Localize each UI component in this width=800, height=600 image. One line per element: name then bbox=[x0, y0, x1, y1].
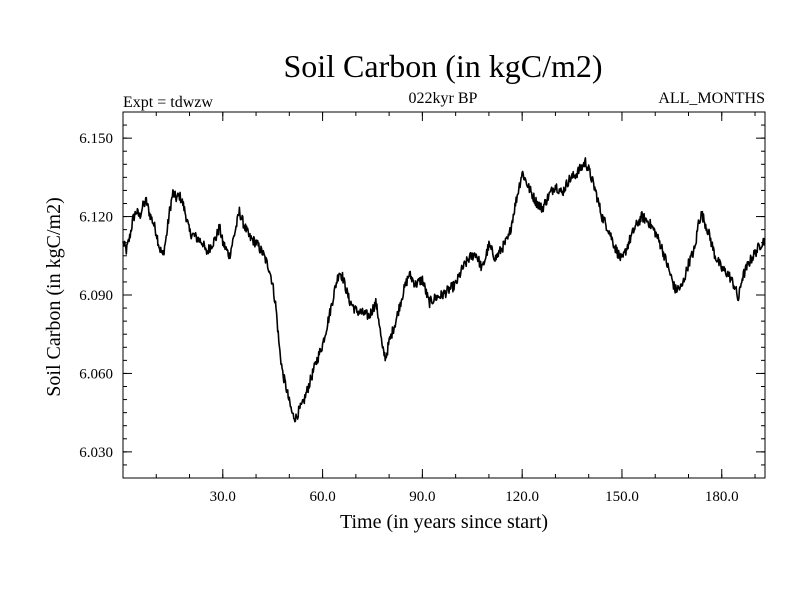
soil-carbon-series-line bbox=[122, 157, 766, 423]
months-label: ALL_MONTHS bbox=[658, 90, 765, 107]
plot-frame bbox=[122, 111, 766, 479]
experiment-label: Expt = tdwzw bbox=[123, 94, 213, 111]
x-tick-label: 90.0 bbox=[409, 489, 435, 505]
x-axis-label: Time (in years since start) bbox=[340, 511, 548, 533]
y-tick-labels: 6.030 6.060 6.090 6.120 6.150 bbox=[79, 131, 113, 461]
x-tick-labels: 30.0 60.0 90.0 120.0 150.0 180.0 bbox=[210, 489, 739, 505]
x-tick-label: 30.0 bbox=[210, 489, 236, 505]
x-tick-label: 150.0 bbox=[605, 489, 639, 505]
tick-marks bbox=[123, 111, 765, 478]
period-label: 022kyr BP bbox=[409, 90, 478, 107]
y-tick-label: 6.060 bbox=[79, 366, 113, 382]
y-tick-label: 6.090 bbox=[79, 288, 113, 304]
x-tick-label: 180.0 bbox=[705, 489, 739, 505]
y-axis-label: Soil Carbon (in kgC/m2) bbox=[43, 197, 65, 396]
x-tick-label: 120.0 bbox=[505, 489, 539, 505]
y-tick-label: 6.030 bbox=[79, 445, 113, 461]
y-tick-label: 6.120 bbox=[79, 210, 113, 226]
chart-title: Soil Carbon (in kgC/m2) bbox=[283, 48, 602, 84]
x-tick-label: 60.0 bbox=[309, 489, 335, 505]
y-tick-label: 6.150 bbox=[79, 131, 113, 147]
